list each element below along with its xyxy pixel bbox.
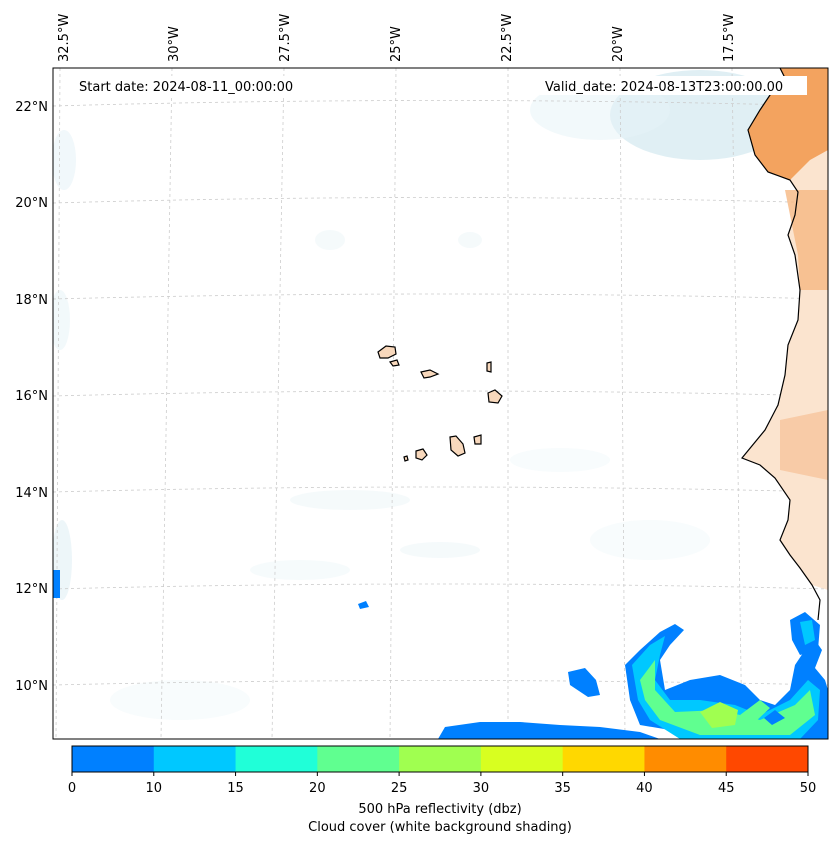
colorbar-tick-label: 15 [227,781,244,796]
valid-date-label: Valid_date: 2024-08-13T23:00:00.00 [545,80,783,95]
island-sal [486,361,492,373]
island-fogo [415,448,428,461]
colorbar-segment [644,746,727,772]
colorbar-tick-label: 30 [473,781,490,796]
colorbar-tick-label: 10 [146,781,163,796]
lat-label: 14°N [15,486,48,501]
lon-label: 32.5°W [57,14,72,62]
reflectivity-west-edge [53,570,60,598]
colorbar-tick-label: 0 [68,781,76,796]
start-date-box [72,76,312,95]
lon-label: 25°W [389,26,404,62]
map-border [52,67,829,740]
island-santo-antao [377,345,397,359]
colorbar-tick-label: 25 [391,781,408,796]
colorbar-label-line2: Cloud cover (white background shading) [308,820,572,835]
colorbar-segment [153,746,237,772]
lon-label: 22.5°W [500,14,515,62]
longitude-labels: 32.5°W 30°W 27.5°W 25°W 22.5°W 20°W 17.5… [57,14,737,62]
lat-label: 20°N [15,196,48,211]
lat-label: 12°N [15,582,48,597]
ocean-background [53,68,828,739]
reflectivity-shading [53,570,828,739]
graticule [53,68,828,739]
colorbar-segments [72,746,809,772]
lat-label: 16°N [15,389,48,404]
lat-label: 22°N [15,100,48,115]
africa-land [741,68,828,621]
start-date-label: Start date: 2024-08-11_00:00:00 [79,80,293,95]
island-sao-vicente [388,359,400,367]
island-santiago [449,435,466,457]
lon-label: 17.5°W [722,14,737,62]
colorbar-segment [562,746,645,772]
lon-label: 30°W [167,26,182,62]
colorbar: 0 10 15 20 25 30 35 40 45 50 500 hPa reflectivity… [68,745,816,835]
lon-label: 20°W [611,26,626,62]
latitude-labels: 22°N 20°N 18°N 16°N 14°N 12°N 10°N [15,100,48,694]
colorbar-border [71,745,809,773]
colorbar-segment [480,746,564,772]
colorbar-tick-label: 40 [636,781,653,796]
island-sao-nicolau [420,369,440,379]
colorbar-ticks: 0 10 15 20 25 30 35 40 45 50 [68,772,816,796]
lat-label: 10°N [15,679,48,694]
colorbar-segment [726,746,809,772]
colorbar-tick-label: 50 [800,781,817,796]
colorbar-tick-label: 45 [718,781,735,796]
cape-verde-islands [377,345,503,462]
map-panel: Start date: 2024-08-11_00:00:00 Valid_da… [52,67,829,740]
colorbar-segment [235,746,318,772]
colorbar-segment [399,746,482,772]
colorbar-label-line1: 500 hPa reflectivity (dbz) [358,802,521,817]
lon-label: 27.5°W [278,14,293,62]
colorbar-tick-label: 35 [554,781,571,796]
colorbar-tick-label: 20 [309,781,326,796]
valid-date-box [540,76,807,95]
lat-label: 18°N [15,293,48,308]
island-maio [473,434,482,445]
colorbar-segment [317,746,400,772]
island-brava [403,455,409,462]
colorbar-segment [72,746,155,772]
island-boa-vista [487,389,503,404]
